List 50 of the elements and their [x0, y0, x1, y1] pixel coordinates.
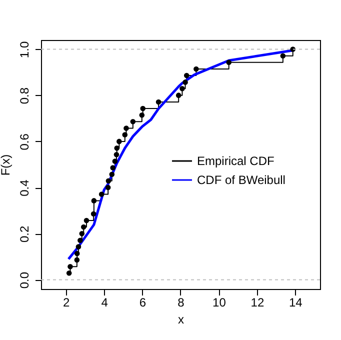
point [194, 66, 199, 72]
point [130, 118, 136, 124]
point [280, 53, 286, 59]
point [226, 60, 232, 66]
x-tick-label: 12 [250, 296, 264, 310]
point [79, 231, 85, 236]
point [110, 165, 116, 170]
point [84, 218, 90, 224]
x-tick-label: 4 [101, 296, 108, 310]
y-tick-label: 0.2 [18, 226, 32, 243]
point [91, 198, 97, 204]
point [109, 172, 115, 178]
point [180, 86, 185, 92]
y-tick-label: 0.6 [18, 133, 32, 150]
point [80, 224, 86, 230]
y-tick-label: 0.8 [18, 87, 32, 104]
point [114, 152, 120, 158]
y-tick-label: 1.0 [18, 41, 32, 58]
x-tick-label: 6 [139, 296, 146, 310]
point [114, 145, 120, 151]
x-tick-label: 10 [212, 296, 226, 310]
x-tick-label: 8 [178, 296, 185, 310]
x-tick-label: 2 [63, 296, 70, 310]
x-axis-title: x [178, 312, 184, 326]
y-tick-label: 0.4 [18, 179, 32, 196]
point [122, 132, 128, 138]
point [105, 184, 111, 190]
point [139, 112, 145, 118]
point [90, 211, 96, 216]
point [156, 99, 162, 105]
point [76, 244, 82, 250]
point [176, 92, 182, 98]
y-axis-title: F(x) [0, 154, 12, 176]
point [124, 126, 129, 131]
x-tick-label: 14 [288, 296, 303, 310]
y-tick-label: 0.0 [18, 272, 32, 289]
point [74, 250, 80, 256]
point [74, 257, 80, 263]
point [98, 192, 104, 197]
point [106, 178, 112, 184]
point [78, 238, 83, 243]
point [66, 270, 72, 276]
point [140, 106, 146, 112]
point [116, 138, 122, 144]
legend-label: CDF of BWeibull [197, 173, 286, 187]
legend-label: Empirical CDF [197, 154, 274, 168]
point [182, 80, 188, 85]
point [68, 264, 73, 270]
point [112, 158, 118, 164]
point [184, 72, 190, 78]
